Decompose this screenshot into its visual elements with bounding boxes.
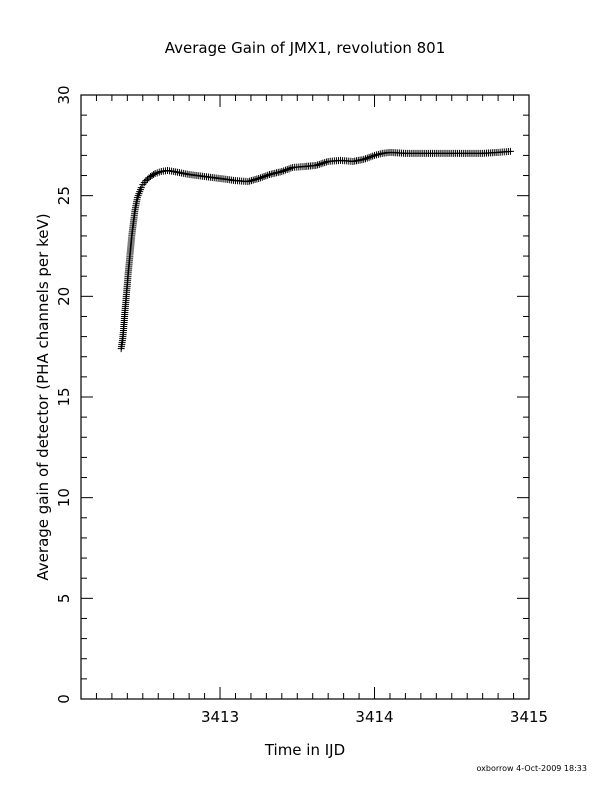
data-point — [150, 171, 158, 179]
x-tick-label: 3415 — [510, 708, 548, 726]
data-point — [369, 152, 377, 160]
footer-stamp: oxborrow 4-Oct-2009 18:33 — [477, 764, 587, 773]
plot-frame — [80, 94, 530, 700]
data-point — [314, 161, 322, 169]
data-point — [372, 151, 380, 159]
data-points — [117, 147, 514, 353]
data-point — [264, 171, 272, 179]
data-point — [365, 153, 373, 161]
data-point — [362, 155, 370, 163]
data-point — [363, 154, 371, 162]
data-point — [137, 184, 145, 192]
y-tick-label: 10 — [55, 488, 73, 507]
x-tick-label: 3414 — [355, 708, 393, 726]
data-point — [256, 174, 264, 182]
data-point — [285, 165, 293, 173]
data-point — [244, 178, 252, 186]
data-point — [258, 173, 266, 181]
data-point — [287, 164, 295, 172]
y-tick-label: 20 — [55, 287, 73, 306]
data-point — [376, 150, 384, 158]
data-point — [255, 175, 263, 183]
data-point — [506, 147, 514, 155]
y-tick-label: 25 — [55, 186, 73, 205]
data-point — [322, 158, 330, 166]
x-tick-label: 3413 — [201, 708, 239, 726]
tick-labels: 0 5 10 15 20 25 30 3413 3414 3415 — [55, 85, 548, 726]
data-point — [260, 173, 268, 181]
data-point — [321, 159, 329, 167]
y-tick-label: 0 — [55, 694, 73, 704]
data-point — [283, 165, 291, 173]
data-point — [360, 155, 368, 163]
y-tick-label: 5 — [55, 594, 73, 604]
data-point — [312, 161, 320, 169]
data-point — [247, 177, 255, 185]
data-point — [253, 175, 261, 183]
data-point — [278, 168, 286, 176]
y-tick-label: 15 — [55, 387, 73, 406]
data-point — [262, 172, 270, 180]
data-point — [246, 177, 254, 185]
data-point — [367, 153, 375, 161]
data-point — [249, 176, 257, 184]
data-point — [315, 160, 323, 168]
y-tick-label: 30 — [55, 85, 73, 104]
x-axis-label: Time in IJD — [264, 741, 345, 759]
axis-ticks — [80, 94, 530, 700]
data-point — [317, 160, 325, 168]
data-point — [280, 167, 288, 175]
data-point — [374, 150, 382, 158]
data-point — [319, 159, 327, 167]
y-axis-label: Average gain of detector (PHA channels p… — [34, 213, 52, 580]
data-point — [251, 176, 259, 184]
data-point — [281, 166, 289, 174]
chart-title: Average Gain of JMX1, revolution 801 — [165, 39, 446, 57]
